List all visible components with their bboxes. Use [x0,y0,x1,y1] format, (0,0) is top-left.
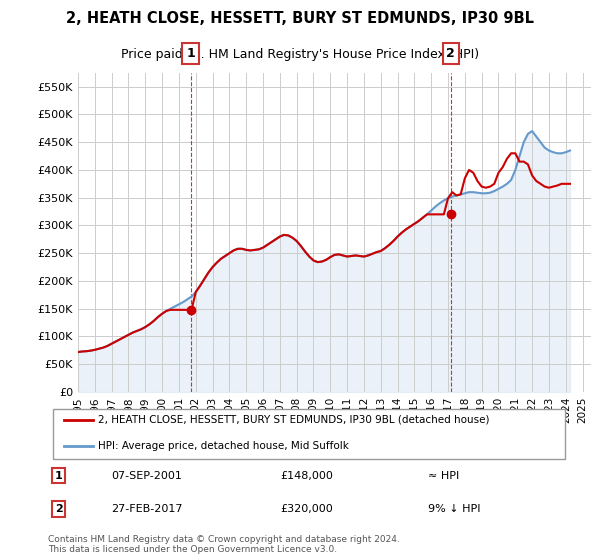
Text: £320,000: £320,000 [280,504,333,514]
Text: ≈ HPI: ≈ HPI [428,470,460,480]
Text: 1: 1 [186,47,195,60]
Text: 9% ↓ HPI: 9% ↓ HPI [428,504,481,514]
Text: 27-FEB-2017: 27-FEB-2017 [112,504,183,514]
FancyBboxPatch shape [53,409,565,459]
Text: Price paid vs. HM Land Registry's House Price Index (HPI): Price paid vs. HM Land Registry's House … [121,48,479,61]
Text: 2, HEATH CLOSE, HESSETT, BURY ST EDMUNDS, IP30 9BL (detached house): 2, HEATH CLOSE, HESSETT, BURY ST EDMUNDS… [98,415,490,425]
Text: 2: 2 [446,47,455,60]
Text: 2, HEATH CLOSE, HESSETT, BURY ST EDMUNDS, IP30 9BL: 2, HEATH CLOSE, HESSETT, BURY ST EDMUNDS… [66,11,534,26]
Text: Contains HM Land Registry data © Crown copyright and database right 2024.
This d: Contains HM Land Registry data © Crown c… [48,535,400,554]
Text: 1: 1 [55,470,62,480]
Text: 2: 2 [55,504,62,514]
Text: 07-SEP-2001: 07-SEP-2001 [112,470,182,480]
Text: HPI: Average price, detached house, Mid Suffolk: HPI: Average price, detached house, Mid … [98,441,349,451]
Text: £148,000: £148,000 [280,470,333,480]
